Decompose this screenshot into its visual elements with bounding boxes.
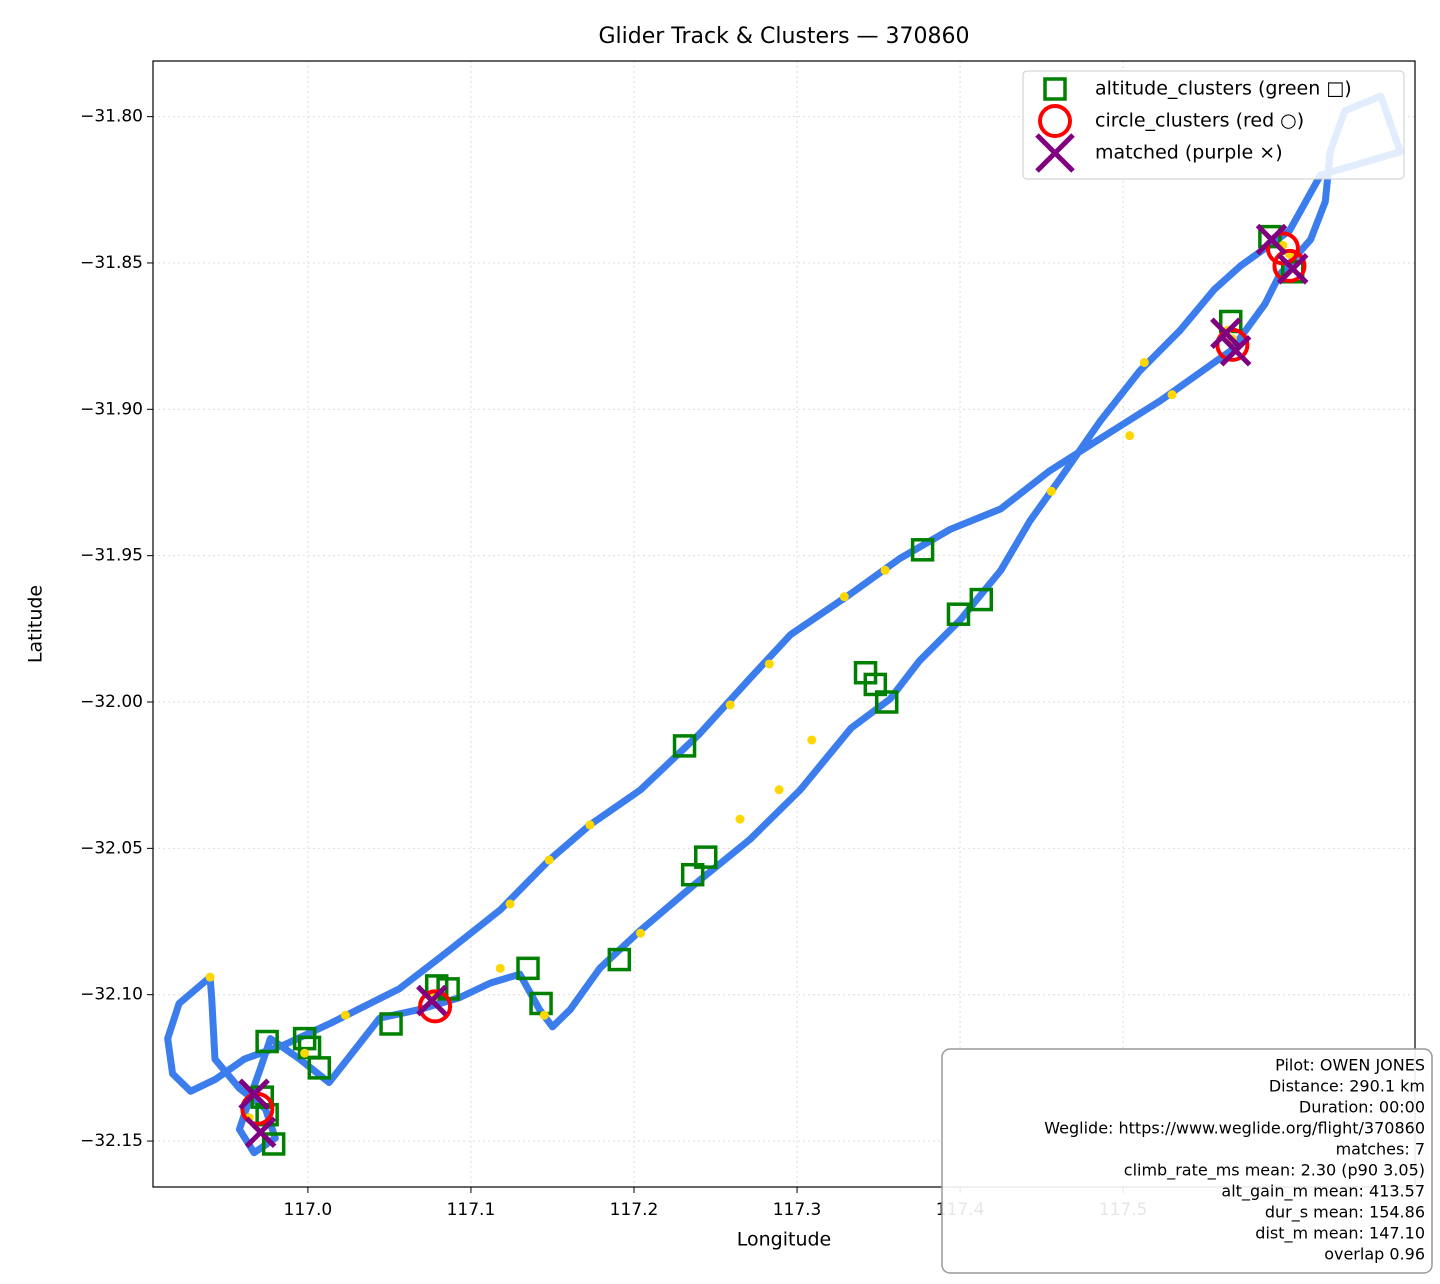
annotation-line: dist_m mean: 147.10 xyxy=(1255,1224,1425,1244)
climb-point xyxy=(205,972,215,982)
climb-point xyxy=(735,814,745,824)
climb-point xyxy=(880,565,890,575)
y-tick-label: −32.15 xyxy=(80,1131,143,1151)
climb-point xyxy=(764,659,774,669)
climb-point xyxy=(774,785,784,795)
altitude-cluster xyxy=(307,1056,332,1080)
climb-point xyxy=(495,963,505,973)
x-tick-label: 117.0 xyxy=(284,1200,333,1220)
y-tick-label: −32.05 xyxy=(80,838,143,858)
circle-cluster xyxy=(418,989,453,1024)
y-tick-label: −31.95 xyxy=(80,546,143,566)
altitude-cluster xyxy=(255,1029,279,1054)
altitude-cluster xyxy=(680,862,705,887)
annotation-line: matches: 7 xyxy=(1336,1140,1425,1159)
altitude-cluster xyxy=(910,538,935,562)
legend-marker xyxy=(1035,133,1075,173)
x-tick-label: 117.2 xyxy=(610,1200,659,1220)
y-axis-label: Latitude xyxy=(25,585,47,663)
legend-marker xyxy=(1043,77,1067,101)
matched-point xyxy=(1255,223,1288,256)
climb-point xyxy=(539,1010,549,1020)
climb-point xyxy=(544,855,554,865)
y-tick-label: −32.10 xyxy=(80,985,143,1005)
annotation-line: Weglide: https://www.weglide.org/flight/… xyxy=(1044,1119,1425,1138)
x-axis-label: Longitude xyxy=(737,1229,832,1251)
matched-point xyxy=(1219,335,1252,367)
climb-point xyxy=(839,592,849,602)
marks xyxy=(164,92,1404,1157)
climb-point xyxy=(1125,431,1135,441)
climb-point xyxy=(585,820,595,830)
annotation-line: Duration: 00:00 xyxy=(1299,1098,1425,1117)
legend-marker xyxy=(1038,104,1072,138)
climb-point xyxy=(505,899,515,909)
altitude-cluster xyxy=(693,845,718,869)
annotation-line: Distance: 290.1 km xyxy=(1269,1077,1425,1096)
chart-title: Glider Track & Clusters — 370860 xyxy=(598,24,969,49)
annotation-line: alt_gain_m mean: 413.57 xyxy=(1221,1182,1425,1202)
matched-point xyxy=(1210,317,1242,349)
matched-point xyxy=(416,984,448,1017)
x-tick-label: 117.3 xyxy=(773,1200,822,1220)
circle-cluster xyxy=(1265,231,1300,266)
legend-label: circle_clusters (red ○) xyxy=(1095,110,1304,132)
annotation-line: Pilot: OWEN JONES xyxy=(1275,1056,1425,1075)
legend-label: altitude_clusters (green □) xyxy=(1095,78,1352,100)
x-tick-label: 117.1 xyxy=(447,1200,496,1220)
annotation-line: climb_rate_ms mean: 2.30 (p90 3.05) xyxy=(1124,1161,1425,1181)
altitude-cluster xyxy=(946,602,971,626)
climb-point xyxy=(725,700,735,710)
altitude-cluster xyxy=(261,1132,286,1156)
climb-point xyxy=(636,928,646,938)
climb-point xyxy=(807,735,817,745)
climb-point xyxy=(300,1048,310,1058)
altitude-cluster xyxy=(607,947,632,972)
altitude-cluster xyxy=(516,956,540,981)
altitude-cluster xyxy=(379,1012,403,1036)
climb-point xyxy=(1167,390,1177,400)
climb-point xyxy=(1046,486,1056,496)
y-tick-label: −31.90 xyxy=(80,399,143,419)
matched-point xyxy=(238,1078,270,1110)
climb-point xyxy=(1139,357,1149,367)
annotation-box xyxy=(941,1048,1433,1274)
circle-cluster xyxy=(1272,248,1307,283)
annotation-line: overlap 0.96 xyxy=(1324,1245,1425,1264)
altitude-cluster xyxy=(672,734,697,758)
altitude-cluster xyxy=(874,690,899,714)
matched-point xyxy=(1276,253,1309,285)
y-tick-label: −32.00 xyxy=(80,692,143,712)
y-tick-label: −31.80 xyxy=(80,107,143,127)
y-tick-label: −31.85 xyxy=(80,253,143,273)
climb-point xyxy=(340,1010,350,1020)
altitude-cluster xyxy=(969,587,994,612)
annotation-line: dur_s mean: 154.86 xyxy=(1265,1203,1425,1223)
matched-point xyxy=(244,1116,277,1149)
legend-box xyxy=(1022,70,1405,180)
legend-label: matched (purple ×) xyxy=(1095,142,1283,164)
axes-frame xyxy=(152,60,1416,1188)
track-line xyxy=(164,92,1404,1157)
